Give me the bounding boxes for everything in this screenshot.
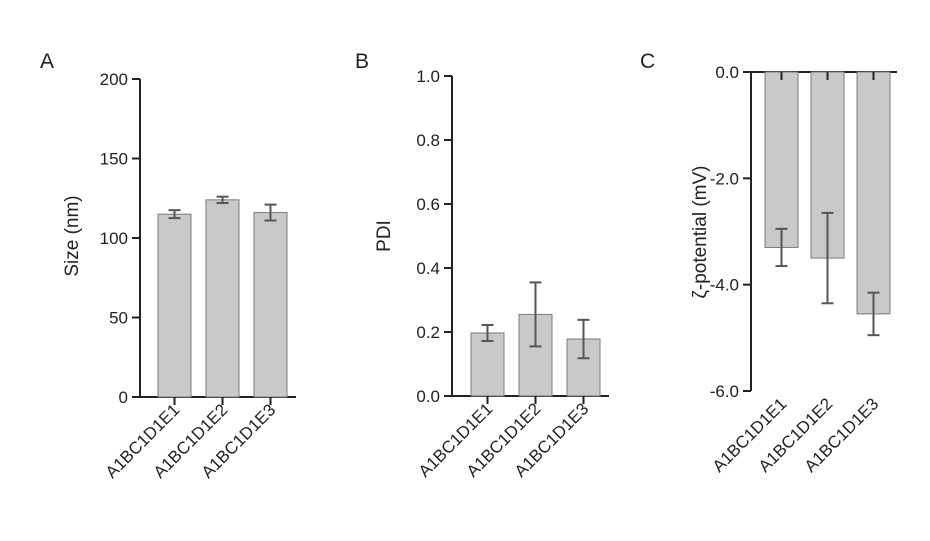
panel-a-y-axis-title: Size (nm) bbox=[62, 195, 83, 276]
panel-a-y-tick-label: 100 bbox=[100, 229, 128, 248]
panel-a-y-tick-label: 150 bbox=[100, 150, 128, 169]
panel-a-bar bbox=[254, 213, 287, 397]
panel-b-letter: B bbox=[355, 50, 369, 73]
panel-b-y-tick-label: 1.0 bbox=[416, 67, 440, 86]
panel-a-y-tick-label: 200 bbox=[100, 70, 128, 89]
panel-b-y-tick-label: 0.8 bbox=[416, 131, 440, 150]
panel-b-pdi-chart: BPDI0.00.20.40.60.81.0A1BC1D1E1A1BC1D1E2… bbox=[355, 50, 609, 481]
panel-b-y-tick-label: 0.0 bbox=[416, 387, 440, 406]
panel-c-y-tick-label: -2.0 bbox=[710, 169, 739, 188]
panel-c-y-tick-label: -4.0 bbox=[710, 276, 739, 295]
panel-c-zeta-chart: Cζ-potential (mV)0.0-2.0-4.0-6.0A1BC1D1E… bbox=[640, 50, 897, 476]
panel-a-y-tick-label: 50 bbox=[109, 309, 128, 328]
panel-c-y-tick-label: 0.0 bbox=[715, 63, 739, 82]
panel-b-y-axis-title: PDI bbox=[374, 220, 395, 252]
panel-c-letter: C bbox=[640, 50, 655, 73]
panel-a-size-chart: ASize (nm)050100150200A1BC1D1E1A1BC1D1E2… bbox=[40, 50, 296, 482]
panel-c-bar bbox=[857, 72, 890, 314]
panel-a-bar bbox=[158, 214, 191, 397]
panel-a-bar bbox=[206, 200, 239, 397]
panel-b-y-tick-label: 0.4 bbox=[416, 259, 440, 278]
panel-a-letter: A bbox=[40, 50, 54, 73]
panel-c-y-tick-label: -6.0 bbox=[710, 382, 739, 401]
panel-b-bar bbox=[471, 333, 504, 396]
panel-b-y-tick-label: 0.6 bbox=[416, 195, 440, 214]
panel-b-y-tick-label: 0.2 bbox=[416, 323, 440, 342]
panel-c-y-axis-title: ζ-potential (mV) bbox=[690, 166, 711, 299]
panel-c-bar bbox=[765, 72, 798, 247]
panel-a-y-tick-label: 0 bbox=[119, 388, 128, 407]
